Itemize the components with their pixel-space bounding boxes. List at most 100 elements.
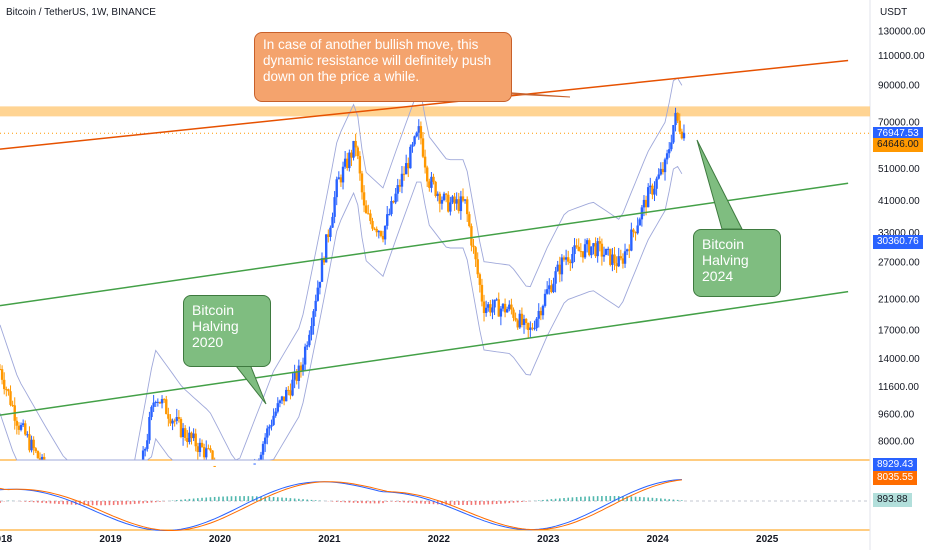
candle-body <box>449 202 452 212</box>
macd-histogram-bar <box>112 501 115 506</box>
macd-histogram-bar <box>306 499 309 501</box>
candle-body <box>665 153 669 160</box>
candle-body <box>0 369 2 371</box>
macd-histogram-bar <box>613 496 616 501</box>
resistance-callout[interactable]: In case of another bullish move, this dy… <box>254 32 512 102</box>
macd-histogram-bar <box>601 496 603 501</box>
candle-body <box>579 251 583 253</box>
resistance-zone <box>0 106 870 117</box>
candle-body <box>373 228 376 230</box>
candle-body <box>333 197 336 217</box>
macd-histogram-bar <box>87 501 90 506</box>
candle-body <box>371 220 374 229</box>
halving-2024-callout[interactable]: Bitcoin Halving 2024 <box>693 229 781 297</box>
candle-body <box>527 323 530 330</box>
candle-body <box>270 424 273 427</box>
candle-body <box>360 173 364 193</box>
macd-histogram-bar <box>424 501 426 504</box>
macd-histogram-bar <box>188 498 191 501</box>
y-tick-label: 8000.00 <box>878 436 915 447</box>
candle-body <box>625 249 629 252</box>
macd-histogram-bar <box>58 501 60 504</box>
candle-body <box>594 243 597 257</box>
macd-histogram-bar <box>584 496 586 501</box>
candle-body <box>274 411 277 416</box>
candle-body <box>308 334 311 346</box>
candle-body <box>32 439 35 449</box>
candle-body <box>510 304 513 310</box>
candle-body <box>680 131 684 139</box>
macd-histogram-bar <box>276 497 279 501</box>
halving-2020-callout[interactable]: Bitcoin Halving 2020 <box>183 295 271 367</box>
candle-body <box>198 442 202 453</box>
candle-body <box>611 254 614 265</box>
macd-histogram-bar <box>154 501 157 503</box>
candle-body <box>42 456 46 460</box>
candle-body <box>655 178 658 189</box>
candle-body <box>19 424 23 430</box>
macd-histogram-bar <box>487 501 490 505</box>
macd-histogram-bar <box>537 500 540 501</box>
candle-body <box>331 216 334 228</box>
candle-body <box>588 240 591 256</box>
candle-body <box>451 196 454 203</box>
macd-histogram-bar <box>390 501 393 502</box>
candle-body <box>289 390 292 396</box>
candle-body <box>440 199 444 204</box>
candle-body <box>478 274 482 285</box>
channel-upper-line <box>0 182 849 307</box>
candle-body <box>7 389 10 392</box>
macd-histogram-bar <box>192 498 195 501</box>
macd-signal-line <box>0 479 682 531</box>
macd-histogram-bar <box>146 501 149 503</box>
candle-body <box>367 213 370 215</box>
candle-body <box>430 176 433 188</box>
candle-body <box>615 263 618 267</box>
macd-histogram-bar <box>373 501 376 504</box>
macd-histogram-bar <box>563 498 565 501</box>
candle-body <box>487 304 490 308</box>
macd-histogram-bar <box>239 496 241 501</box>
candle-body <box>34 448 37 452</box>
candle-body <box>211 450 214 460</box>
macd-histogram-bar <box>335 501 338 502</box>
candle-body <box>404 163 408 175</box>
candle-body <box>318 281 322 288</box>
candle-body <box>194 433 197 447</box>
currency-label: USDT <box>880 7 908 18</box>
candle-body <box>651 185 654 195</box>
candle-body <box>663 159 667 173</box>
candle-body <box>436 193 439 196</box>
candle-body <box>183 428 187 438</box>
candle-body <box>343 158 347 167</box>
candle-body <box>158 401 162 404</box>
candle-body <box>383 225 387 240</box>
macd-histogram-bar <box>474 501 477 505</box>
candle-body <box>179 418 183 438</box>
macd-histogram-bar <box>70 501 73 505</box>
macd-histogram-bar <box>100 501 102 506</box>
macd-histogram-bar <box>466 501 468 505</box>
candle-body <box>659 168 663 175</box>
candle-body <box>577 246 580 252</box>
candle-body <box>150 406 153 418</box>
candle-body <box>636 225 639 234</box>
macd-histogram-bar <box>445 501 447 505</box>
candle-body <box>293 371 296 380</box>
candle-body <box>335 179 338 198</box>
candle-body <box>514 317 517 321</box>
candle-body <box>617 256 620 267</box>
candle-body <box>623 251 627 264</box>
candle-body <box>609 248 612 265</box>
macd-histogram-bar <box>449 501 452 505</box>
y-tick-label: 90000.00 <box>878 81 920 92</box>
macd-histogram-bar <box>310 499 313 501</box>
macd-histogram-bar <box>79 501 81 505</box>
candle-body <box>480 284 484 302</box>
candle-body <box>327 234 330 237</box>
candle-body <box>676 112 679 121</box>
candle-body <box>411 144 414 147</box>
candle-body <box>657 174 660 179</box>
candle-body <box>324 234 328 263</box>
